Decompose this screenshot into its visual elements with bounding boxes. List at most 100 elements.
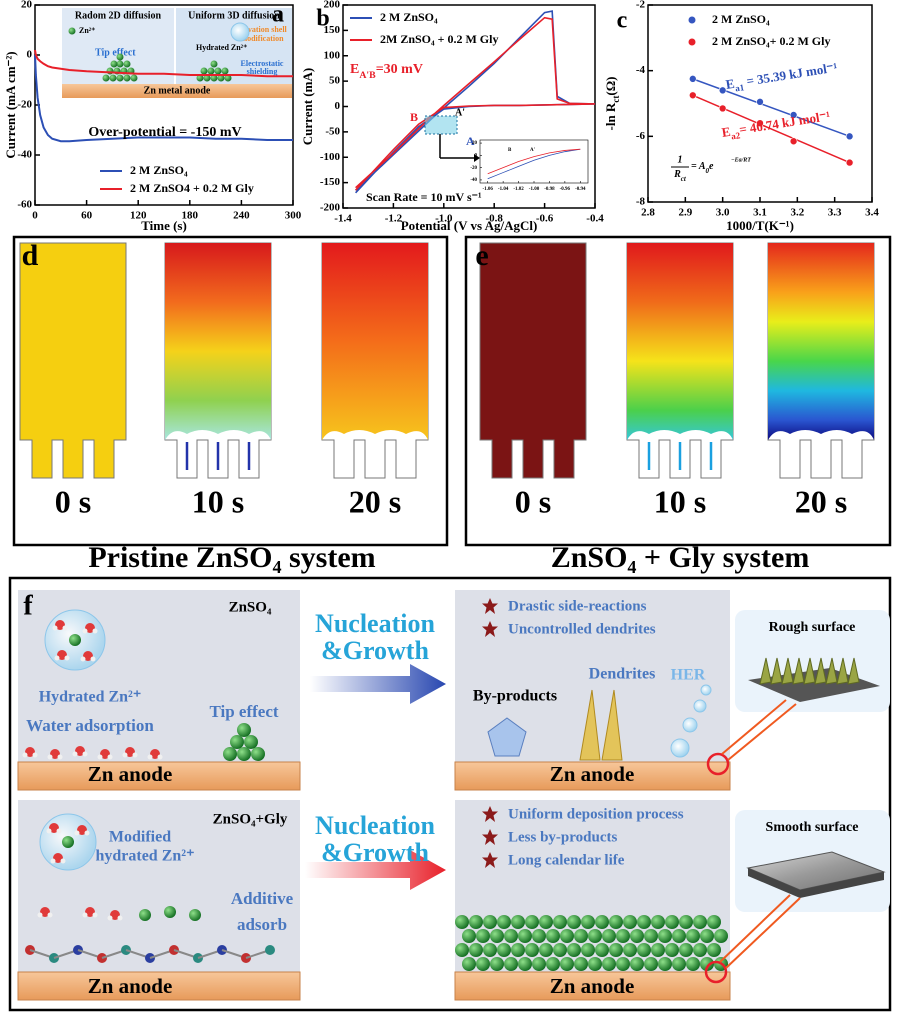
y-tick-label: 100 [324, 49, 341, 61]
water-h [82, 628, 88, 634]
scene-text: Water adsorption [26, 716, 154, 735]
y-axis-label: Current (mA) [300, 68, 315, 145]
scene-text: Drastic side-reactions [508, 598, 647, 614]
zn-sphere [497, 915, 511, 929]
zn-sphere [462, 929, 476, 943]
x-tick-label: 3.2 [790, 206, 804, 218]
y-axis-label: Current (mA cm⁻²) [3, 51, 18, 158]
inset-anode [62, 84, 292, 98]
water-h [47, 912, 53, 918]
y-tick-label: -20 [17, 99, 32, 111]
star [482, 598, 498, 614]
focus-line [727, 703, 797, 761]
scene-text: Less by-products [508, 829, 617, 845]
annotation: Ea1 = 35.39 kJ mol⁻¹ [725, 59, 839, 95]
inset-text: Uniform 3D diffusion [188, 10, 280, 21]
zn-sphere [672, 929, 686, 943]
zn-sphere [497, 943, 511, 957]
annotation: B [508, 148, 512, 153]
formula-part: R [673, 169, 681, 180]
legend-label: 2 M ZnSO₄ [130, 163, 188, 177]
x-tick-label: -1.0 [435, 212, 453, 224]
zn-sphere [651, 943, 665, 957]
zn-sphere [164, 906, 176, 918]
focus-line [721, 699, 787, 755]
arrow-text: &Growth [321, 838, 429, 867]
zn-sphere [217, 74, 225, 82]
zn-sphere [62, 836, 74, 848]
zn-sphere [623, 915, 637, 929]
zn-sphere [469, 915, 483, 929]
time-label: 0 s [55, 483, 91, 519]
zn-sphere [609, 915, 623, 929]
zn-sphere [223, 747, 237, 761]
data-point [688, 75, 697, 83]
x-tick-label: -0.4 [586, 212, 604, 224]
water-h [64, 655, 70, 661]
legend-label: 2 M ZnSO₄ [380, 10, 438, 24]
anode-label: Zn anode [550, 974, 635, 998]
scene-text: HER [671, 667, 706, 684]
water-o [55, 620, 65, 630]
zn-sphere [609, 943, 623, 957]
water-h [92, 628, 98, 634]
y-tick-label: -40 [470, 178, 477, 183]
series-line [34, 49, 293, 78]
formula: = A0e [691, 161, 714, 174]
zn-sphere [644, 957, 658, 971]
zn-sphere [686, 929, 700, 943]
time-label: 0 s [515, 483, 551, 519]
time-label: 10 s [192, 483, 244, 519]
inset-text: Electrostatic [241, 59, 284, 68]
water-h [22, 752, 28, 758]
water-h [32, 752, 38, 758]
zn-sphere [214, 67, 222, 75]
zn-sphere [504, 929, 518, 943]
zn-sphere [203, 74, 211, 82]
water-h [57, 754, 63, 760]
legend-label: 2 M ZnSO4 + 0.2 M Gly [130, 181, 254, 195]
formula: −Ea/RT [731, 157, 751, 163]
zn-sphere [518, 957, 532, 971]
y-tick-label: -60 [17, 199, 32, 211]
scene-text: Tip effect [209, 702, 278, 721]
annotation: Over-potential = -150 mV [88, 125, 241, 140]
water-h [117, 915, 123, 921]
concentration-field [479, 242, 587, 479]
zn-anode [17, 971, 301, 1001]
zn-sphere [693, 943, 707, 957]
formula-part: = A [691, 161, 706, 172]
concentration-field [627, 243, 733, 440]
legend-label: 2 M ZnSO₄+ 0.2 M Gly [712, 34, 830, 48]
zn-sphere [476, 929, 490, 943]
zn-sphere [504, 957, 518, 971]
zn-sphere [237, 747, 251, 761]
scene-text: Uniform deposition process [508, 806, 684, 822]
x-tick-label: 2.8 [641, 206, 655, 218]
x-tick-label: 3.1 [753, 206, 767, 218]
zn-sphere [469, 943, 483, 957]
data-point [789, 111, 798, 119]
zn-sphere [207, 67, 215, 75]
anode-label: Zn anode [88, 762, 173, 786]
zn-sphere [532, 957, 546, 971]
zn-sphere [518, 929, 532, 943]
x-tick-label: 0 [32, 209, 38, 221]
zn-sphere [707, 915, 721, 929]
zn-sphere [116, 60, 124, 68]
water-h [82, 751, 88, 757]
x-tick-label: -1.00 [529, 187, 540, 192]
x-tick-label: -1.06 [483, 187, 494, 192]
x-tick-label: 300 [285, 209, 302, 221]
zn-sphere [658, 957, 672, 971]
scene-text: hydrated Zn²⁺ [95, 848, 194, 865]
water-h [72, 751, 78, 757]
zn-sphere [189, 909, 201, 921]
zn-sphere [595, 943, 609, 957]
water-h [54, 655, 60, 661]
zn-sphere [221, 67, 229, 75]
zn-sphere [69, 634, 81, 646]
inset-text: Hydrated Zn²⁺ [196, 43, 247, 52]
x-tick-label: -0.98 [544, 187, 555, 192]
rough-flake [803, 657, 816, 685]
